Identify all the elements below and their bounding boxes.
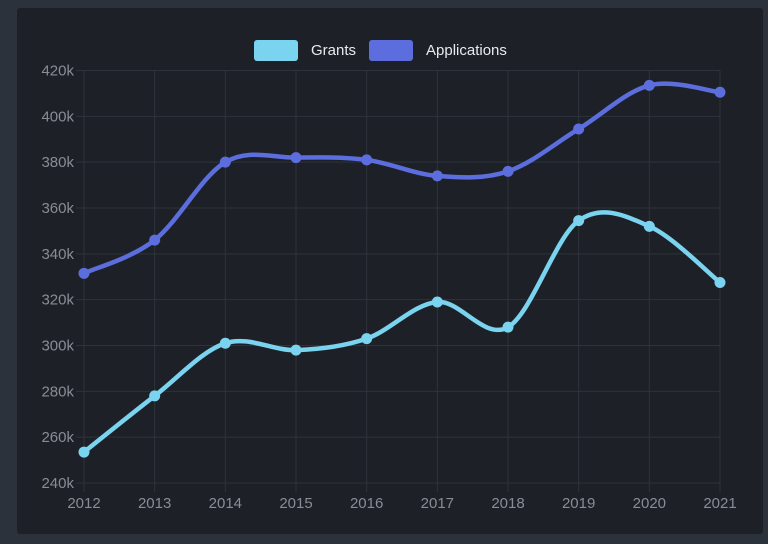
x-axis-tick-label: 2013 bbox=[138, 495, 171, 512]
legend-label-applications: Applications bbox=[426, 42, 507, 59]
y-axis-tick-label: 340k bbox=[41, 246, 74, 263]
y-axis-tick-label: 400k bbox=[41, 108, 74, 125]
data-point-grants[interactable] bbox=[361, 333, 373, 345]
data-point-applications[interactable] bbox=[431, 170, 443, 182]
chart-legend: Grants Applications bbox=[254, 40, 507, 61]
x-axis-tick-label: 2020 bbox=[633, 495, 666, 512]
x-axis-tick-label: 2012 bbox=[67, 495, 100, 512]
legend-swatch-applications-icon bbox=[369, 40, 414, 61]
legend-swatch-grants-icon bbox=[254, 40, 298, 61]
series-line-applications bbox=[81, 81, 723, 276]
data-point-applications[interactable] bbox=[290, 152, 302, 164]
x-axis-tick-label: 2017 bbox=[421, 495, 454, 512]
data-point-applications[interactable] bbox=[149, 234, 161, 246]
data-point-grants[interactable] bbox=[149, 390, 161, 402]
x-axis-tick-label: 2015 bbox=[279, 495, 312, 512]
data-point-grants[interactable] bbox=[573, 215, 585, 227]
x-axis-tick-label: 2021 bbox=[703, 495, 736, 512]
data-point-grants[interactable] bbox=[290, 344, 302, 356]
y-axis-tick-label: 380k bbox=[41, 154, 74, 171]
data-point-applications[interactable] bbox=[643, 79, 655, 91]
data-point-applications[interactable] bbox=[573, 123, 585, 135]
data-point-applications[interactable] bbox=[219, 156, 231, 168]
chart-panel: Grants Applications 240k 260k 280k 300k 320k… bbox=[17, 8, 763, 534]
data-point-applications[interactable] bbox=[78, 267, 90, 279]
y-axis-tick-label: 360k bbox=[41, 200, 74, 217]
data-point-applications[interactable] bbox=[502, 165, 514, 177]
y-axis-tick-label: 320k bbox=[41, 292, 74, 309]
series-line-grants bbox=[81, 210, 723, 455]
x-axis-tick-label: 2016 bbox=[350, 495, 383, 512]
data-point-grants[interactable] bbox=[431, 296, 443, 308]
data-point-grants[interactable] bbox=[78, 446, 90, 458]
legend-item-applications[interactable]: Applications bbox=[369, 40, 507, 61]
legend-label-grants: Grants bbox=[311, 42, 357, 59]
y-axis-tick-label: 420k bbox=[41, 63, 74, 80]
legend-item-grants[interactable]: Grants bbox=[254, 40, 356, 61]
data-point-applications[interactable] bbox=[361, 154, 373, 166]
data-point-grants[interactable] bbox=[714, 276, 726, 288]
y-axis-tick-label: 260k bbox=[41, 429, 74, 446]
y-axis-tick-label: 300k bbox=[41, 338, 74, 355]
x-axis-tick-label: 2018 bbox=[491, 495, 524, 512]
data-point-grants[interactable] bbox=[219, 337, 231, 349]
data-point-applications[interactable] bbox=[714, 86, 726, 98]
data-point-grants[interactable] bbox=[502, 321, 514, 333]
y-axis-tick-label: 280k bbox=[41, 383, 74, 400]
data-point-grants[interactable] bbox=[643, 220, 655, 232]
x-axis-tick-label: 2019 bbox=[562, 495, 595, 512]
y-axis-tick-label: 240k bbox=[41, 475, 74, 492]
x-axis-tick-label: 2014 bbox=[209, 495, 242, 512]
line-chart: 240k 260k 280k 300k 320k 340k 360k 380k 400k 420k… bbox=[41, 63, 736, 513]
